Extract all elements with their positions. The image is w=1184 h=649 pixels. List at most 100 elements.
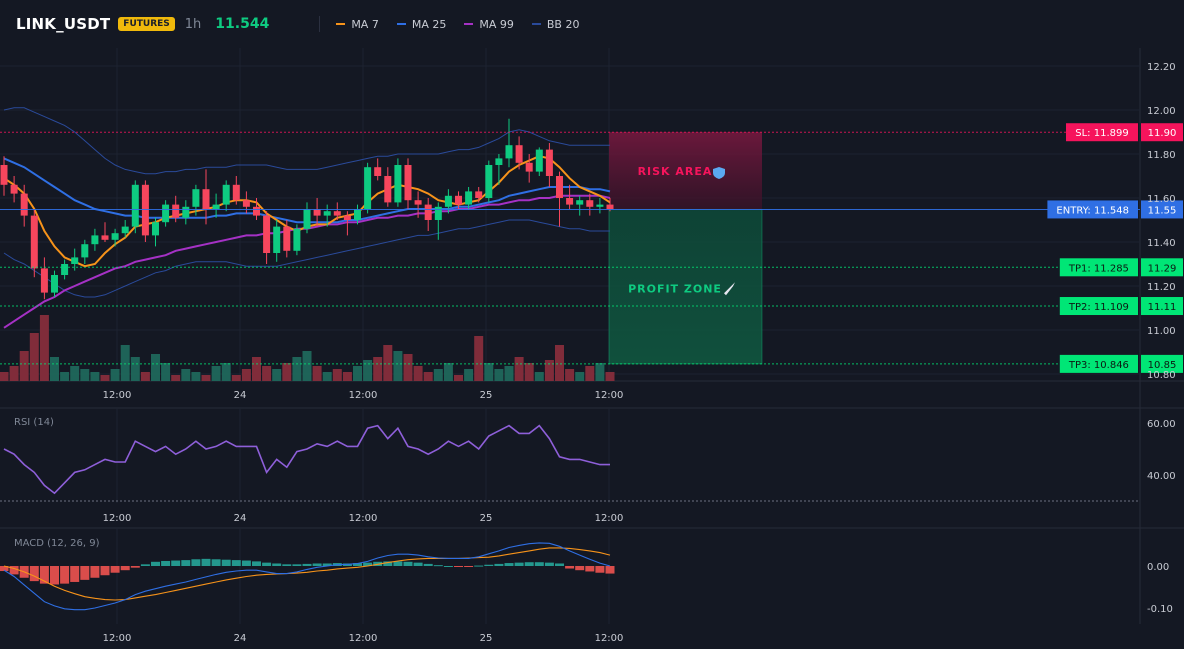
candle-body (586, 200, 594, 207)
legend-ma7[interactable]: MA 7 (336, 18, 379, 31)
candle-body (212, 204, 220, 209)
level-tag-label: TP1: 11.285 (1068, 263, 1129, 274)
candle-body (556, 176, 563, 198)
last-price: 11.544 (215, 16, 270, 32)
macd-line (3, 542, 611, 611)
macd-histogram-bar (130, 566, 140, 568)
candle-body (394, 165, 402, 203)
x-tick-label: 12:00 (595, 390, 624, 401)
macd-histogram-bar (0, 566, 9, 572)
volume-bar (231, 375, 241, 381)
volume-bar (322, 372, 332, 381)
volume-bar (100, 375, 110, 381)
volume-bar (191, 372, 201, 381)
volume-bar (504, 366, 514, 381)
volume-bar (140, 372, 150, 381)
legend-swatch (531, 23, 541, 25)
chart-header: LINK_USDT FUTURES 1h 11.544 MA 7 MA 25 M… (0, 0, 1184, 48)
candle-body (222, 184, 230, 205)
macd-histogram-bar (575, 566, 585, 571)
macd-histogram-bar (555, 563, 564, 566)
volume-bar (413, 366, 423, 381)
legend-bb20[interactable]: BB 20 (531, 17, 580, 31)
candle-body (40, 268, 48, 293)
legend-ma99[interactable]: MA 99 (464, 18, 514, 31)
level-tag-label: ENTRY: 11.548 (1056, 205, 1129, 216)
candles (0, 118, 614, 300)
x-tick-label: 12:00 (349, 633, 378, 644)
level-tag (1059, 354, 1138, 373)
macd-histogram-bar (423, 563, 433, 566)
volume-bar (70, 366, 80, 381)
candle-body (323, 211, 331, 216)
macd-histogram-bar (544, 562, 554, 566)
candle-body (434, 206, 442, 220)
candle-body (485, 165, 493, 198)
macd-histogram-bar (595, 566, 605, 573)
macd-panel (0, 542, 615, 611)
level-tag-label: TP3: 10.846 (1068, 360, 1129, 371)
macd-histogram-bar (140, 564, 150, 566)
legend-ma25[interactable]: MA 25 (396, 18, 446, 31)
y-tick-label: 12.20 (1147, 62, 1176, 73)
macd-histogram-bar (383, 561, 393, 566)
y-tick-label: 10.80 (1147, 370, 1176, 381)
legend-swatch (336, 23, 346, 25)
header-divider (319, 16, 321, 32)
volume-bar (534, 372, 544, 381)
axis-price-tag (1141, 200, 1183, 219)
level-tag (1059, 297, 1138, 316)
macd-histogram-bar (474, 565, 484, 567)
futures-badge: FUTURES (118, 17, 175, 31)
volume-bar (181, 369, 191, 381)
macd-histogram-bar (605, 566, 615, 574)
macd-histogram-bar (252, 561, 261, 566)
volume-bar (524, 363, 534, 381)
macd-histogram-bar (90, 566, 100, 578)
legend-label: BB 20 (546, 17, 580, 31)
risk-area-label: RISK AREA (638, 165, 713, 178)
macd-histogram-bar (211, 559, 221, 566)
volume-bar (0, 372, 9, 381)
volume-bar (464, 369, 474, 381)
timeframe-selector[interactable]: 1h (184, 16, 202, 32)
candle-body (455, 195, 462, 205)
volume-bar (50, 357, 59, 381)
volume-bar (595, 363, 605, 381)
volume-bar (342, 372, 352, 381)
candle-body (606, 204, 614, 209)
volume-bar (393, 351, 403, 381)
volume-bar (585, 366, 595, 381)
candle-body (30, 215, 38, 269)
volume-bar (363, 360, 373, 381)
candle-body (121, 226, 129, 234)
macd-histogram-bar (454, 566, 463, 567)
macd-y-tick: -0.10 (1147, 604, 1173, 615)
symbol-label[interactable]: LINK_USDT (16, 15, 111, 33)
volume-bar (282, 363, 292, 381)
volume-bar (272, 369, 282, 381)
candle-body (313, 209, 321, 216)
axis-price-tag (1141, 354, 1183, 373)
volume-bar (302, 351, 312, 381)
y-tick-label: 11.20 (1147, 282, 1176, 293)
volume-bar (252, 357, 261, 381)
level-tag-label: TP2: 11.109 (1068, 302, 1129, 313)
axis-price-tag (1141, 258, 1183, 277)
x-tick-label: 25 (480, 633, 493, 644)
volume-bar (120, 345, 130, 381)
macd-histogram-bar (161, 560, 171, 566)
shield-icon (713, 167, 725, 179)
candle-body (0, 165, 8, 185)
macd-histogram-bar (181, 560, 191, 566)
candle-body (424, 204, 432, 220)
volume-bar (262, 366, 272, 381)
zones-layer: RISK AREA PROFIT ZONE (608, 132, 763, 365)
macd-histogram-bar (413, 562, 423, 566)
candle-body (81, 244, 89, 258)
candle-body (566, 198, 574, 205)
volume-bar (201, 375, 211, 381)
volume-bar (433, 369, 443, 381)
candle-body (354, 209, 361, 220)
